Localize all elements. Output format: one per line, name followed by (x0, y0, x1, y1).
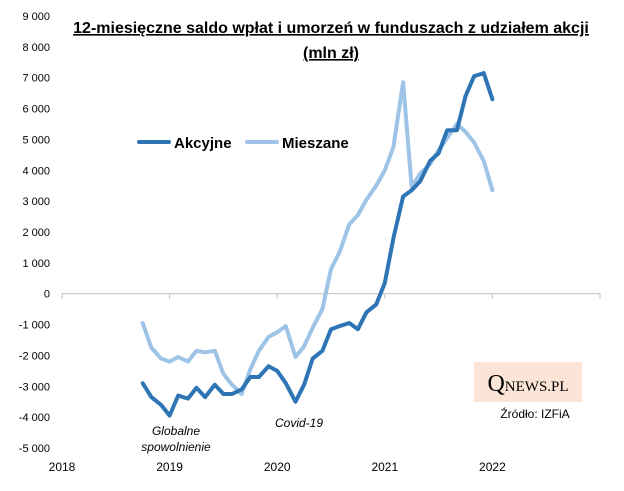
series-line-akcyjne (140, 71, 495, 418)
y-tick-label: -3 000 (19, 381, 50, 393)
qnews-logo: QNEWS.PL (487, 371, 568, 397)
y-tick-label: 7 000 (22, 73, 50, 85)
y-tick-label: -5 000 (19, 443, 50, 455)
y-tick-label: 4 000 (22, 165, 50, 177)
y-tick-label: -1 000 (19, 320, 50, 332)
x-tick-label: 2019 (156, 460, 183, 474)
y-tick-label: 5 000 (22, 134, 50, 146)
annotation-text: spowolnienie (141, 440, 211, 454)
x-tick-label: 2018 (49, 460, 76, 474)
y-tick-label: 1 000 (22, 258, 50, 270)
chart-subtitle: (mln zł) (303, 45, 359, 62)
chart-title: 12-miesięczne saldo wpłat i umorzeń w fu… (73, 20, 589, 37)
series-line-mieszane (140, 80, 495, 396)
y-tick-label: 9 000 (22, 11, 50, 23)
logo-background (474, 362, 582, 402)
legend-label-akcyjne: Akcyjne (174, 135, 232, 152)
y-tick-label: -2 000 (19, 350, 50, 362)
annotation-text: Covid-19 (275, 416, 323, 430)
y-tick-label: 3 000 (22, 196, 50, 208)
y-tick-label: 6 000 (22, 104, 50, 116)
legend-label-mieszane: Mieszane (282, 135, 349, 152)
y-tick-label: 8 000 (22, 42, 50, 54)
y-tick-label: 2 000 (22, 227, 50, 239)
x-tick-label: 2020 (264, 460, 291, 474)
annotation-text: Globalne (152, 424, 200, 438)
source-label: Źródło: IZFiA (500, 406, 569, 421)
x-tick-label: 2022 (479, 460, 506, 474)
x-tick-label: 2021 (371, 460, 398, 474)
y-tick-label: 0 (44, 289, 50, 301)
y-tick-label: -4 000 (19, 412, 50, 424)
